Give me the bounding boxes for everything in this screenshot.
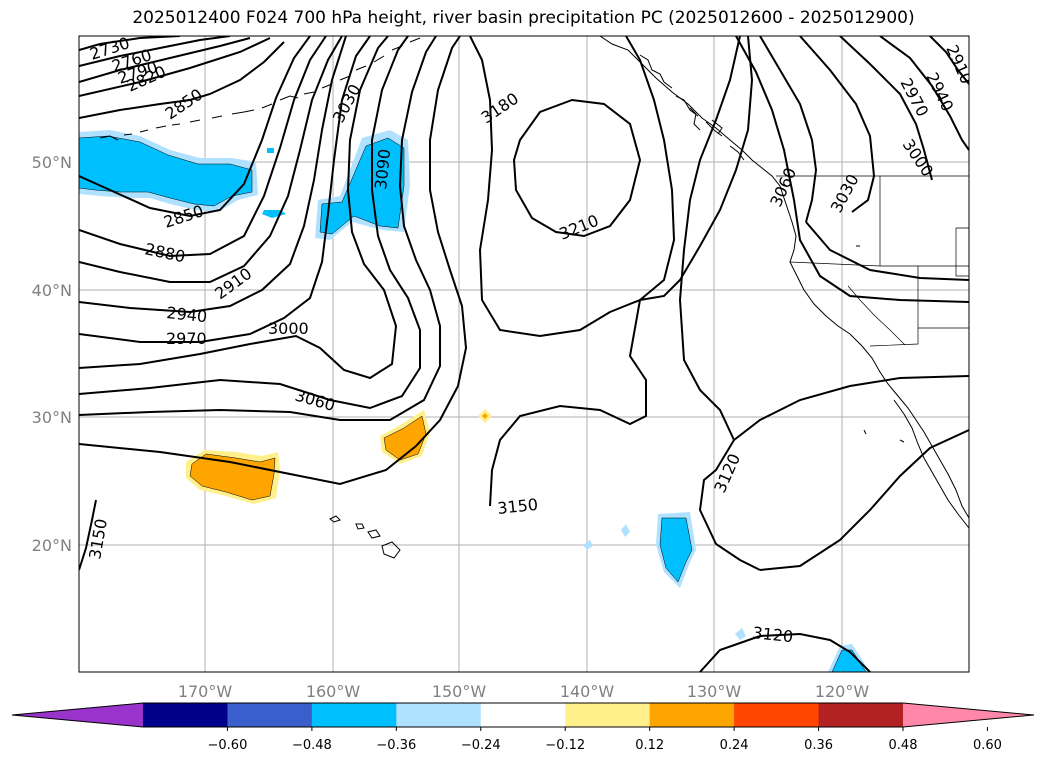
colorbar-segment: [649, 703, 735, 727]
lon-label: 150°W: [432, 682, 487, 701]
lon-label: 170°W: [178, 682, 233, 701]
height-contours: [79, 36, 969, 672]
colorbar-outline: [11, 702, 1035, 728]
lat-label: 50°N: [32, 153, 72, 172]
colorbar-tick-label: −0.36: [376, 738, 416, 753]
colorbar-tick-label: 0.24: [720, 738, 749, 753]
lon-label: 130°W: [687, 682, 742, 701]
colorbar-segment: [227, 703, 313, 727]
colorbar-tick-label: −0.24: [461, 738, 501, 753]
colorbar-segment: [818, 703, 904, 727]
longitude-labels: 170°W 160°W 150°W 140°W 130°W 120°W: [178, 682, 870, 701]
lat-label: 20°N: [32, 536, 72, 555]
negative-precip-areas: [79, 130, 870, 672]
colorbar: −0.60 −0.48 −0.36 −0.24 −0.12 0.12 0.24 0.36 0.4…: [11, 702, 1035, 753]
colorbar-tick-label: 0.12: [635, 738, 664, 753]
colorbar-extend-high: [903, 703, 1034, 727]
contour-label: 3150: [496, 495, 538, 518]
colorbar-tick-label: 0.36: [804, 738, 833, 753]
lat-label: 30°N: [32, 408, 72, 427]
colorbar-tick-label: −0.60: [208, 738, 248, 753]
colorbar-tick-label: 0.48: [889, 738, 918, 753]
colorbar-segment: [480, 703, 566, 727]
political-borders: [776, 175, 969, 347]
colorbar-tick-label: −0.12: [545, 738, 585, 753]
lon-label: 140°W: [560, 682, 615, 701]
map-border: [78, 35, 970, 673]
lat-label: 40°N: [32, 281, 72, 300]
latitude-labels: 50°N 40°N 30°N 20°N: [32, 153, 72, 555]
colorbar-segment: [143, 703, 228, 727]
contour-label: 2970: [166, 329, 207, 348]
map-frame: [79, 36, 969, 672]
lon-label: 120°W: [815, 682, 870, 701]
contour-label: 2940: [166, 303, 208, 326]
contour-label: 3090: [371, 148, 394, 190]
contour-label: 3000: [268, 319, 309, 338]
colorbar-extend-low: [12, 703, 143, 727]
colorbar-tick-label: 0.60: [973, 738, 1002, 753]
lon-label: 160°W: [306, 682, 361, 701]
colorbar-segment: [396, 703, 482, 727]
colorbar-segment: [311, 703, 397, 727]
positive-precip-areas: [186, 409, 492, 504]
map-title: 2025012400 F024 700 hPa height, river ba…: [132, 8, 915, 28]
colorbar-segment: [734, 703, 820, 727]
contour-label: 3120: [752, 623, 794, 646]
colorbar-segment: [565, 703, 651, 727]
colorbar-tick-label: −0.48: [292, 738, 332, 753]
